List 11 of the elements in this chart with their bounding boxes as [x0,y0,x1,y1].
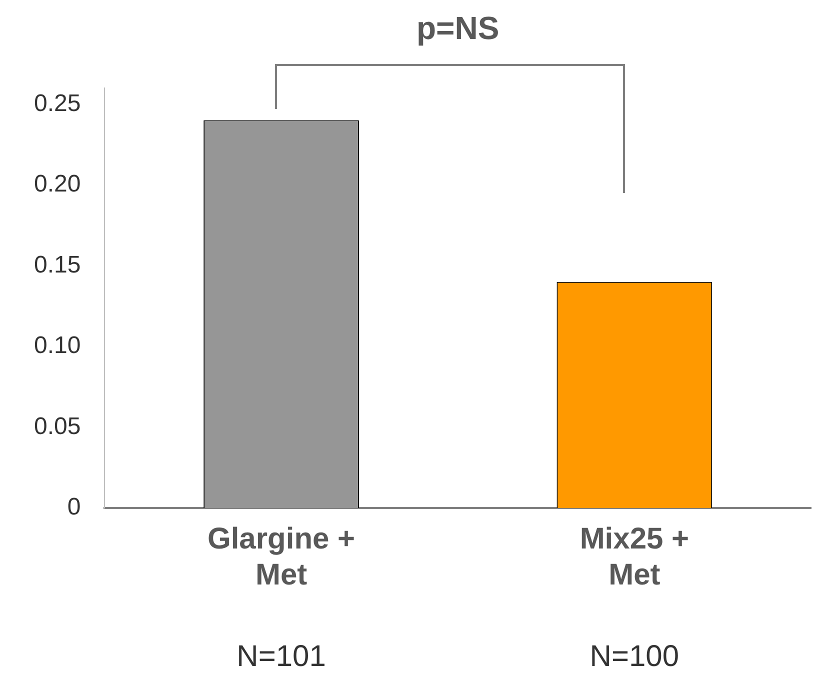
y-tick-label: 0.05 [34,412,81,440]
y-tick-label: 0.20 [34,170,81,198]
y-tick-label: 0.10 [34,332,81,360]
text: p=NS [416,10,500,47]
text: N=100 [588,640,680,674]
x-tick-label: Glargine + Met [208,522,356,592]
x-tick-label: Mix25 + Met [580,522,690,592]
text: N=101 [236,640,327,674]
y-tick-label: 0.15 [34,251,81,278]
y-tick-label: 0.25 [34,90,81,117]
y-tick-label: 0 [67,494,81,521]
